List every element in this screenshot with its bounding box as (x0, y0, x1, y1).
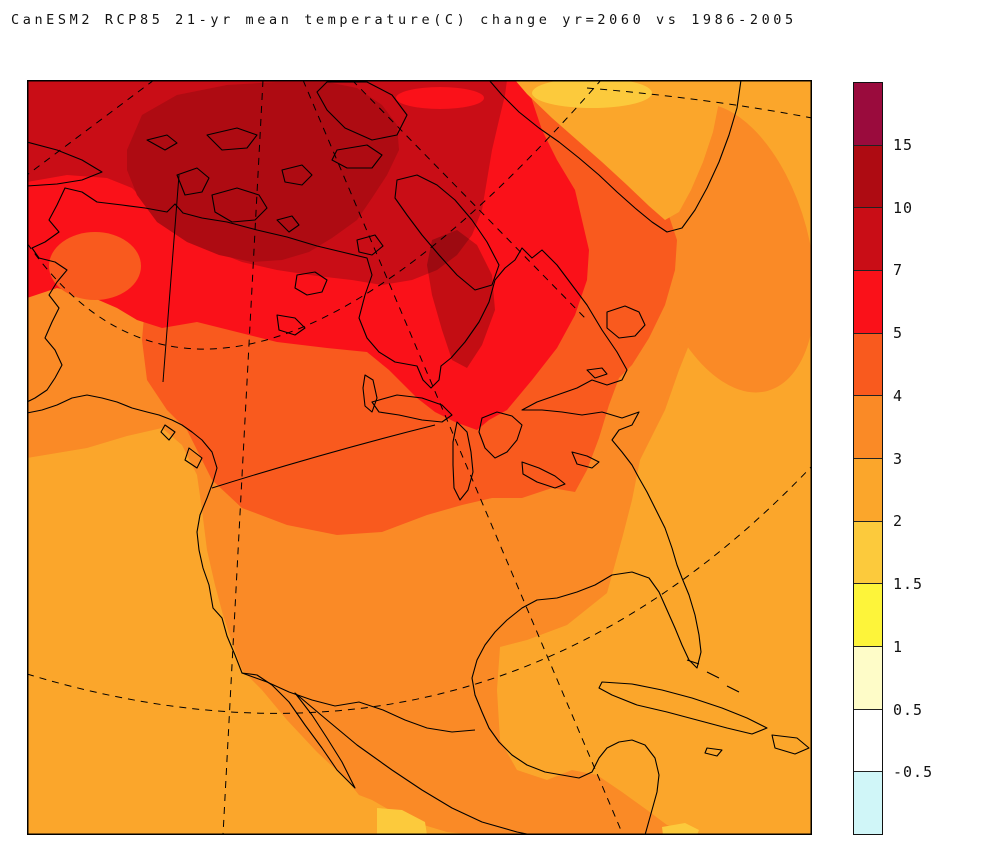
fill-band-10-15-blob (127, 82, 399, 262)
graticule-arc-top-right (586, 87, 812, 119)
colorbar-label-7: 7 (893, 261, 904, 280)
border-us-mexico (241, 672, 476, 733)
colorbar-segment-7 (854, 521, 882, 585)
coastline-mexico-pacific (241, 672, 533, 835)
coastline-mainland (64, 187, 702, 835)
colorbar-label-3: 3 (893, 449, 904, 468)
coastline-greenland (488, 80, 742, 233)
island-baffin (394, 174, 500, 291)
colorbar-segment-5 (854, 396, 882, 460)
lake-erie (521, 461, 566, 489)
lake-superior (371, 394, 453, 423)
plot-title: CanESM2 RCP85 21-yr mean temperature(C) … (11, 12, 797, 28)
island-anticosti (586, 367, 608, 379)
island-jamaica (704, 747, 723, 757)
islands-bahamas (686, 659, 740, 693)
lake-winnipeg (362, 374, 378, 413)
map-panel (27, 80, 812, 835)
graticule-meridian-central (222, 80, 264, 835)
coastline-pacific-us (27, 394, 243, 674)
colorbar-label-1.5: 1.5 (893, 575, 924, 593)
island-newfoundland (606, 305, 646, 339)
colorbar (853, 82, 883, 835)
fill-band-1p5-2-bottom-left (377, 808, 427, 835)
colorbar-segment-2 (854, 208, 882, 272)
fill-red-lens-top (396, 87, 484, 109)
graticule-meridian-east (302, 80, 624, 835)
island-vancouver (184, 447, 203, 469)
colorbar-label-0.5: 0.5 (893, 700, 924, 719)
colorbar-label-2: 2 (893, 512, 904, 531)
contour-map (27, 80, 812, 835)
island-melville (206, 127, 258, 151)
colorbar-label-5: 5 (893, 324, 904, 342)
map-frame (27, 80, 812, 835)
graticule-latitude-arc-outer (27, 465, 812, 714)
border-alaska-yukon (162, 174, 180, 383)
lake-great-slave (276, 314, 306, 336)
lake-great-bear (294, 271, 328, 296)
graticule-latitude-arc-inner (27, 80, 602, 350)
colorbar-label-15: 15 (893, 135, 914, 154)
colorbar-segment-4 (854, 333, 882, 397)
colorbar-segment-11 (854, 772, 882, 835)
colorbar-label-10: 10 (893, 198, 914, 217)
lake-michigan (452, 421, 474, 501)
graticule-meridian-northeast (351, 80, 588, 321)
colorbar-segment-9 (854, 647, 882, 710)
island-small-arctic (146, 134, 178, 151)
island-haida-gwaii (160, 424, 176, 441)
fill-band-1p5-2-greenland (532, 80, 652, 108)
colorbar-label-1: 1 (893, 637, 904, 656)
island-victoria (211, 187, 268, 223)
island-devon (331, 144, 383, 169)
graticule-meridian-west (27, 80, 155, 176)
island-southampton (356, 234, 384, 256)
island-prince-of-wales (281, 164, 313, 186)
colorbar-segment-6 (854, 459, 882, 522)
fill-greenland-interior-2-3 (515, 80, 721, 220)
lake-huron (478, 411, 523, 459)
lake-ontario (571, 451, 600, 469)
fill-band-4-5-seward-blob (49, 232, 141, 300)
colorbar-segment-3 (854, 271, 882, 334)
island-hispaniola (771, 734, 810, 755)
island-banks (176, 167, 210, 196)
fill-band-1p5-2-bottom-right (662, 823, 699, 835)
island-king-william (276, 215, 300, 233)
coastline-chukotka (27, 141, 103, 187)
colorbar-segment-1 (854, 145, 882, 209)
colorbar-label-4: 4 (893, 386, 904, 405)
colorbar-segment-8 (854, 584, 882, 648)
island-cuba (598, 681, 768, 735)
colorbar-label--0.5: -0.5 (893, 763, 934, 782)
colorbar-segment-10 (854, 709, 882, 773)
island-ellesmere (316, 81, 408, 141)
border-us-canada-49n (211, 424, 436, 489)
colorbar-segment-0 (854, 83, 882, 146)
coastline-alaska-west (27, 187, 68, 403)
fill-baffin-dark-patch (427, 230, 495, 368)
